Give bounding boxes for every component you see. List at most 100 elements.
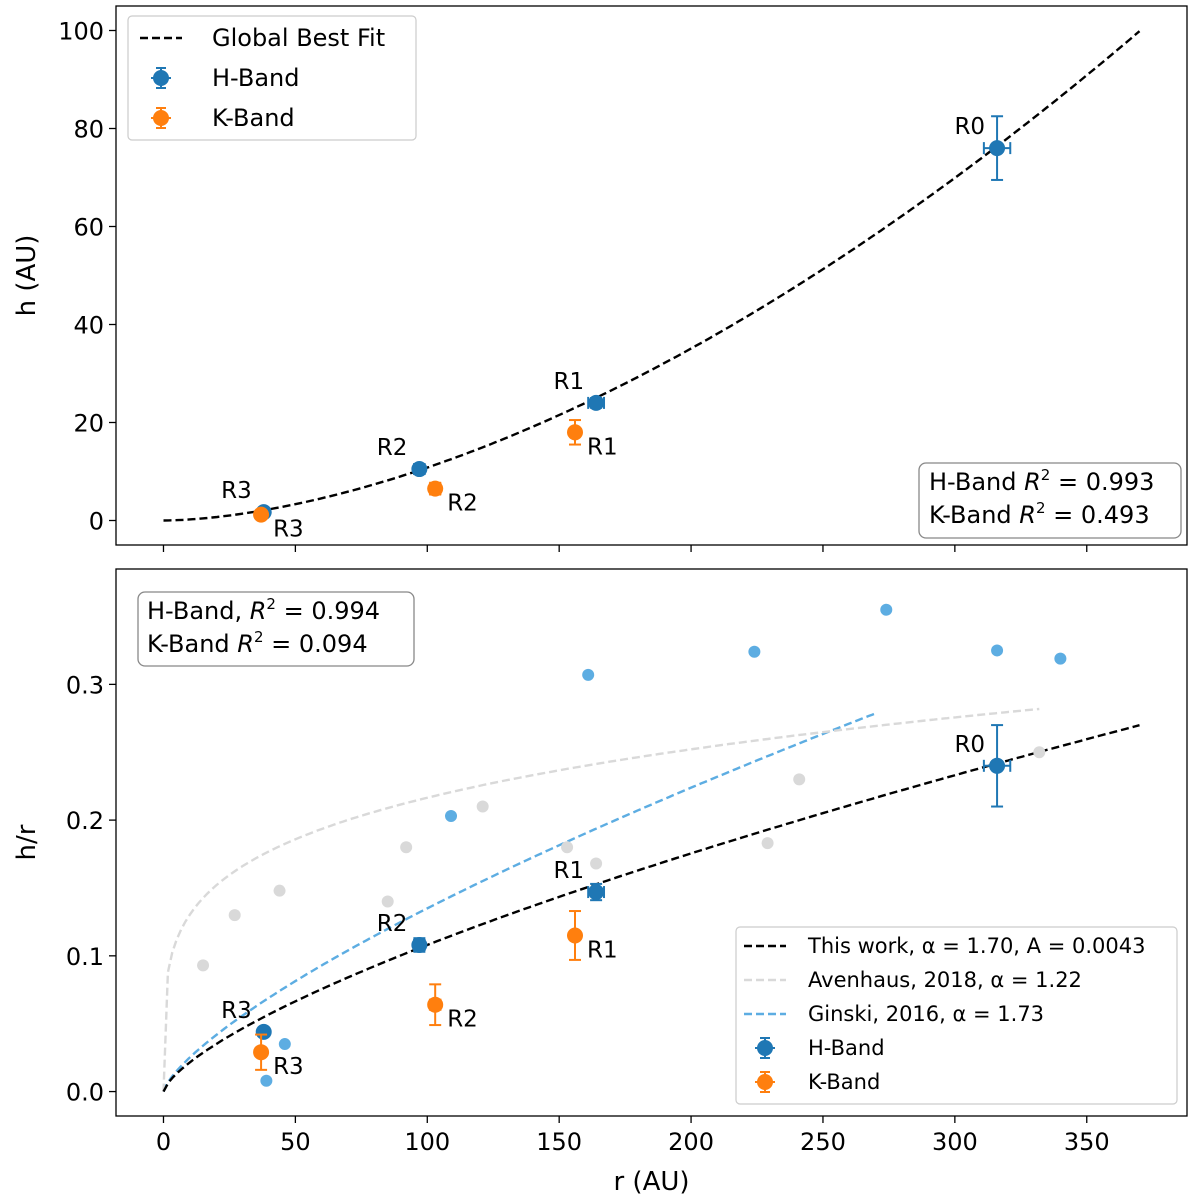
y-tick-label: 40 [73, 312, 104, 340]
y-tick-label: 60 [73, 214, 104, 242]
y-tick-label: 100 [58, 18, 104, 46]
point-label: R2 [447, 1007, 478, 1033]
point-label: R2 [377, 911, 408, 937]
legend-point-swatch [757, 1074, 773, 1090]
fit-curve [162, 707, 1040, 1092]
data-point [255, 1023, 272, 1040]
x-tick-label: 350 [1064, 1128, 1110, 1156]
legend-box [127, 15, 417, 141]
legend-label: K-Band [808, 1070, 880, 1094]
annotation-box [918, 462, 1182, 539]
literature-point [445, 810, 458, 823]
literature-point [273, 884, 286, 897]
annotation-text: H-Band, R2 = 0.994 [147, 595, 380, 625]
point-label: R3 [273, 517, 304, 543]
literature-point [228, 909, 241, 922]
data-point [411, 936, 428, 953]
point-label: R1 [587, 434, 618, 460]
x-tick-label: 200 [668, 1128, 714, 1156]
literature-point [1033, 746, 1046, 759]
legend-label: This work, α = 1.70, A = 0.0043 [807, 934, 1145, 958]
point-label: R0 [954, 732, 985, 758]
literature-point [476, 800, 489, 813]
literature-point [793, 773, 806, 786]
point-label: R2 [447, 491, 478, 517]
point-label: R3 [221, 478, 252, 504]
point-label: R1 [553, 369, 584, 395]
literature-point [761, 837, 774, 850]
fit-curve [162, 724, 1140, 1093]
data-point [588, 884, 605, 901]
point-label: R0 [954, 114, 985, 140]
legend-label: H-Band [808, 1036, 885, 1060]
x-tick-label: 300 [932, 1128, 978, 1156]
data-point [567, 424, 583, 441]
x-tick-label: 150 [536, 1128, 582, 1156]
fit-curve [163, 30, 1141, 522]
plot-frame [115, 568, 1188, 1117]
data-point [427, 480, 444, 497]
legend-label: Avenhaus, 2018, α = 1.22 [808, 968, 1082, 992]
x-tick-label: 0 [156, 1128, 171, 1156]
y-tick-label: 80 [73, 116, 104, 144]
x-tick-label: 250 [800, 1128, 846, 1156]
fit-curve [162, 712, 877, 1093]
legend-label: Ginski, 2016, α = 1.73 [808, 1002, 1044, 1026]
literature-point [381, 895, 394, 908]
data-point [989, 757, 1006, 774]
x-tick-label: 50 [280, 1128, 311, 1156]
literature-point [590, 857, 603, 870]
y-tick-label: 0.2 [66, 807, 104, 835]
point-label: R3 [273, 1054, 304, 1080]
literature-point [561, 841, 574, 854]
point-label: R3 [221, 998, 252, 1024]
top-panel: 0 20 40 60 80 100 h (AU) R0 R1 R2 R3 R1 R2 R3 Global B… [12, 5, 1188, 552]
point-label: R1 [587, 937, 618, 963]
literature-point [197, 959, 210, 972]
point-label: R1 [553, 858, 584, 884]
literature-point [748, 645, 761, 658]
legend: Global Best Fit H-Band K-Band [127, 15, 417, 141]
plot-frame [115, 5, 1188, 546]
legend-box [735, 926, 1178, 1105]
bottom-panel: 0 50 100 150 200 250 300 350 0.0 0.1 0.2 0.3 h/r r (A… [12, 568, 1188, 1197]
y-tick-label: 0.1 [66, 943, 104, 971]
literature-point [260, 1074, 273, 1087]
annotation-text: K-Band R2 = 0.493 [929, 499, 1150, 529]
legend-label: K-Band [212, 104, 295, 132]
literature-point [582, 668, 595, 681]
y-tick-label: 0 [89, 508, 104, 536]
literature-point [278, 1038, 291, 1051]
x-axis-label: r (AU) [613, 1167, 689, 1197]
data-point [253, 1044, 270, 1061]
literature-point [991, 644, 1004, 657]
data-point [989, 140, 1006, 157]
literature-point [400, 841, 413, 854]
data-point [411, 461, 428, 478]
y-axis-label: h (AU) [12, 235, 42, 317]
data-point [567, 927, 583, 944]
annotation-text: H-Band R2 = 0.993 [929, 466, 1154, 496]
legend-point-swatch [757, 1040, 773, 1056]
y-tick-label: 20 [73, 410, 104, 438]
y-axis-label: h/r [12, 824, 42, 860]
point-label: R2 [377, 435, 408, 461]
legend-label: Global Best Fit [212, 24, 385, 52]
data-point [588, 394, 605, 411]
legend-label: H-Band [212, 64, 299, 92]
y-tick-label: 0.3 [66, 671, 104, 699]
data-point [427, 996, 444, 1013]
legend: This work, α = 1.70, A = 0.0043 Avenhaus,… [735, 926, 1178, 1105]
y-tick-label: 0.0 [66, 1079, 104, 1107]
data-point [253, 506, 270, 523]
legend-point-swatch [153, 70, 169, 86]
literature-point [1054, 652, 1067, 665]
annotation-text: K-Band R2 = 0.094 [147, 628, 368, 658]
annotation-box [137, 591, 415, 667]
legend-point-swatch [153, 110, 169, 126]
literature-point [880, 603, 893, 616]
